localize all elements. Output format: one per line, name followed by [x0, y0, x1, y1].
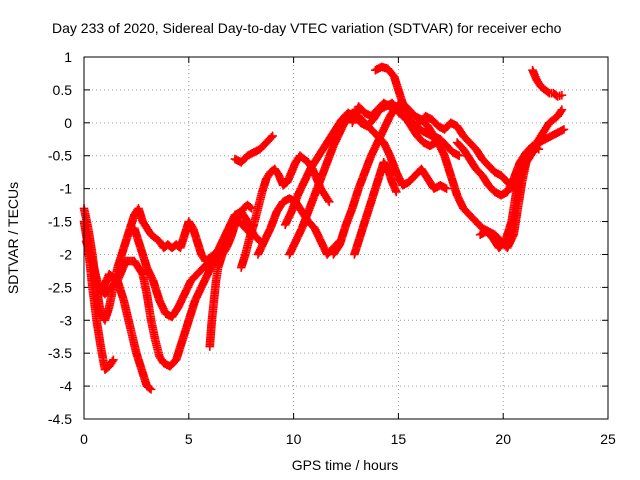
data-series [79, 62, 569, 394]
series-pass-12 [350, 158, 401, 259]
chart-title: Day 233 of 2020, Sidereal Day-to-day VTE… [52, 20, 562, 36]
x-tick-label: 0 [80, 431, 88, 447]
series-pass-9 [253, 194, 345, 259]
data-point [475, 105, 567, 253]
series-pass-5 [130, 207, 265, 322]
series-pass-17 [475, 105, 567, 253]
y-tick-label: -2 [60, 246, 73, 262]
data-point [230, 131, 277, 167]
x-tick-label: 5 [185, 431, 193, 447]
data-point [81, 236, 156, 394]
data-point [452, 138, 544, 200]
y-tick-label: -2.5 [48, 279, 72, 295]
y-tick-label: -4.5 [48, 411, 72, 427]
series-pass-14 [347, 98, 407, 128]
x-tick-label: 10 [286, 431, 302, 447]
series-pass-6 [205, 200, 256, 351]
y-tick-label: -3.5 [48, 345, 72, 361]
data-point [285, 108, 451, 259]
x-axis-label: GPS time / hours [292, 457, 399, 473]
series-pass-19 [528, 65, 567, 101]
y-tick-label: -1.5 [48, 214, 72, 230]
x-tick-label: 20 [495, 431, 511, 447]
plot-frame [83, 56, 609, 420]
series-pass-7 [230, 131, 277, 167]
data-point [205, 200, 256, 351]
data-point [130, 207, 265, 322]
y-tick-label: 0.5 [53, 82, 73, 98]
y-tick-label: 0 [64, 115, 72, 131]
data-point [350, 158, 401, 259]
series-pass-18 [452, 138, 544, 200]
series-pass-11 [285, 108, 451, 259]
data-point [347, 98, 407, 128]
x-tick-label: 25 [600, 431, 616, 447]
y-tick-label: -4 [60, 378, 73, 394]
data-point [528, 65, 567, 101]
y-tick-label: -0.5 [48, 148, 72, 164]
data-point [253, 194, 345, 259]
y-tick-label: -1 [60, 181, 73, 197]
y-tick-label: -3 [60, 312, 73, 328]
y-tick-label: 1 [64, 49, 72, 65]
series-pass-3 [81, 236, 156, 394]
x-tick-label: 15 [391, 431, 407, 447]
y-axis-label: SDTVAR / TECUs [5, 182, 21, 294]
